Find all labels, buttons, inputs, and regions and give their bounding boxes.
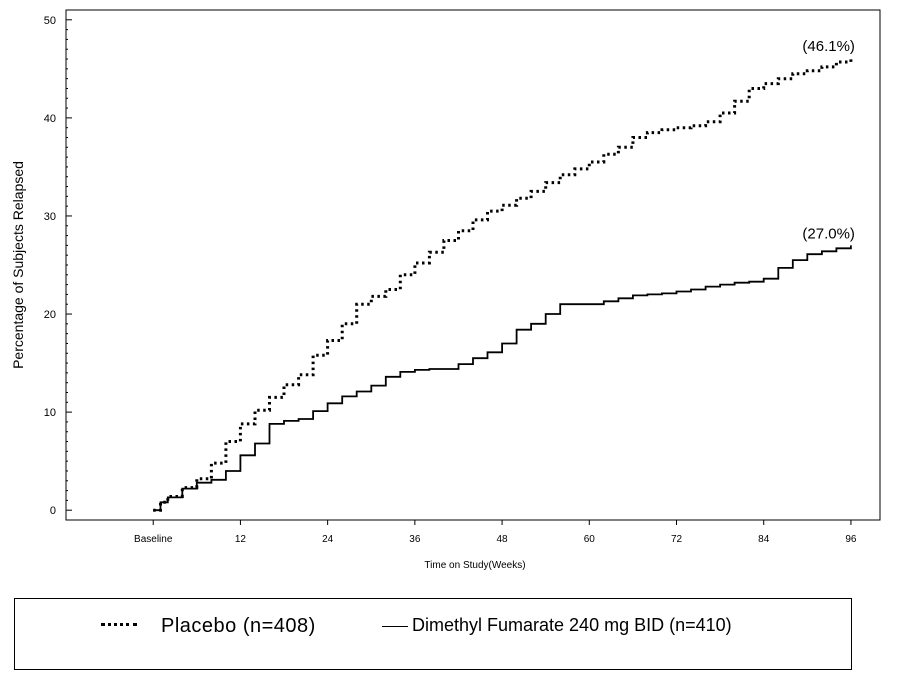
y-axis: 0 10 20 30 40 50	[44, 15, 72, 517]
x-tick-label: 96	[845, 534, 857, 545]
legend-label-dmf: Dimethyl Fumarate 240 mg BID (n=410)	[412, 615, 732, 635]
end-label-dmf: (27.0%)	[802, 225, 855, 242]
legend-swatch-dmf	[382, 626, 408, 627]
y-axis-title: Percentage of Subjects Relapsed	[10, 161, 26, 369]
x-axis: Baseline 12 24 36 48 60 72 84 96	[134, 520, 857, 545]
end-label-placebo: (46.1%)	[802, 38, 855, 55]
legend-swatch-placebo	[101, 623, 137, 626]
y-tick-label: 10	[44, 407, 56, 419]
y-tick-label: 0	[50, 505, 56, 517]
x-tick-label: 72	[671, 534, 683, 545]
x-tick-label: 60	[584, 534, 596, 545]
x-tick-label: 48	[497, 534, 509, 545]
series-layer: (46.1%) (27.0%)	[153, 38, 855, 512]
y-tick-label: 20	[44, 309, 56, 321]
series-line-placebo	[153, 58, 853, 512]
y-tick-label: 40	[44, 113, 56, 125]
legend-box: Placebo (n=408) Dimethyl Fumarate 240 mg…	[14, 598, 852, 670]
legend-row: Placebo (n=408) Dimethyl Fumarate 240 mg…	[15, 615, 851, 643]
x-tick-label: Baseline	[134, 534, 173, 545]
plot-frame	[65, 9, 881, 521]
relapse-chart: 0 10 20 30 40 50 Baseline 12 24 36 48 60 72 84 96 (46…	[10, 9, 881, 571]
series-line-dmf	[153, 245, 852, 512]
x-tick-label: 12	[235, 534, 247, 545]
legend-label-placebo: Placebo (n=408)	[161, 615, 316, 637]
x-tick-label: 36	[409, 534, 421, 545]
x-axis-title: Time on Study(Weeks)	[424, 560, 525, 571]
x-tick-label: 84	[758, 534, 770, 545]
x-tick-label: 24	[322, 534, 334, 545]
y-tick-label: 50	[44, 15, 56, 27]
y-tick-label: 30	[44, 211, 56, 223]
